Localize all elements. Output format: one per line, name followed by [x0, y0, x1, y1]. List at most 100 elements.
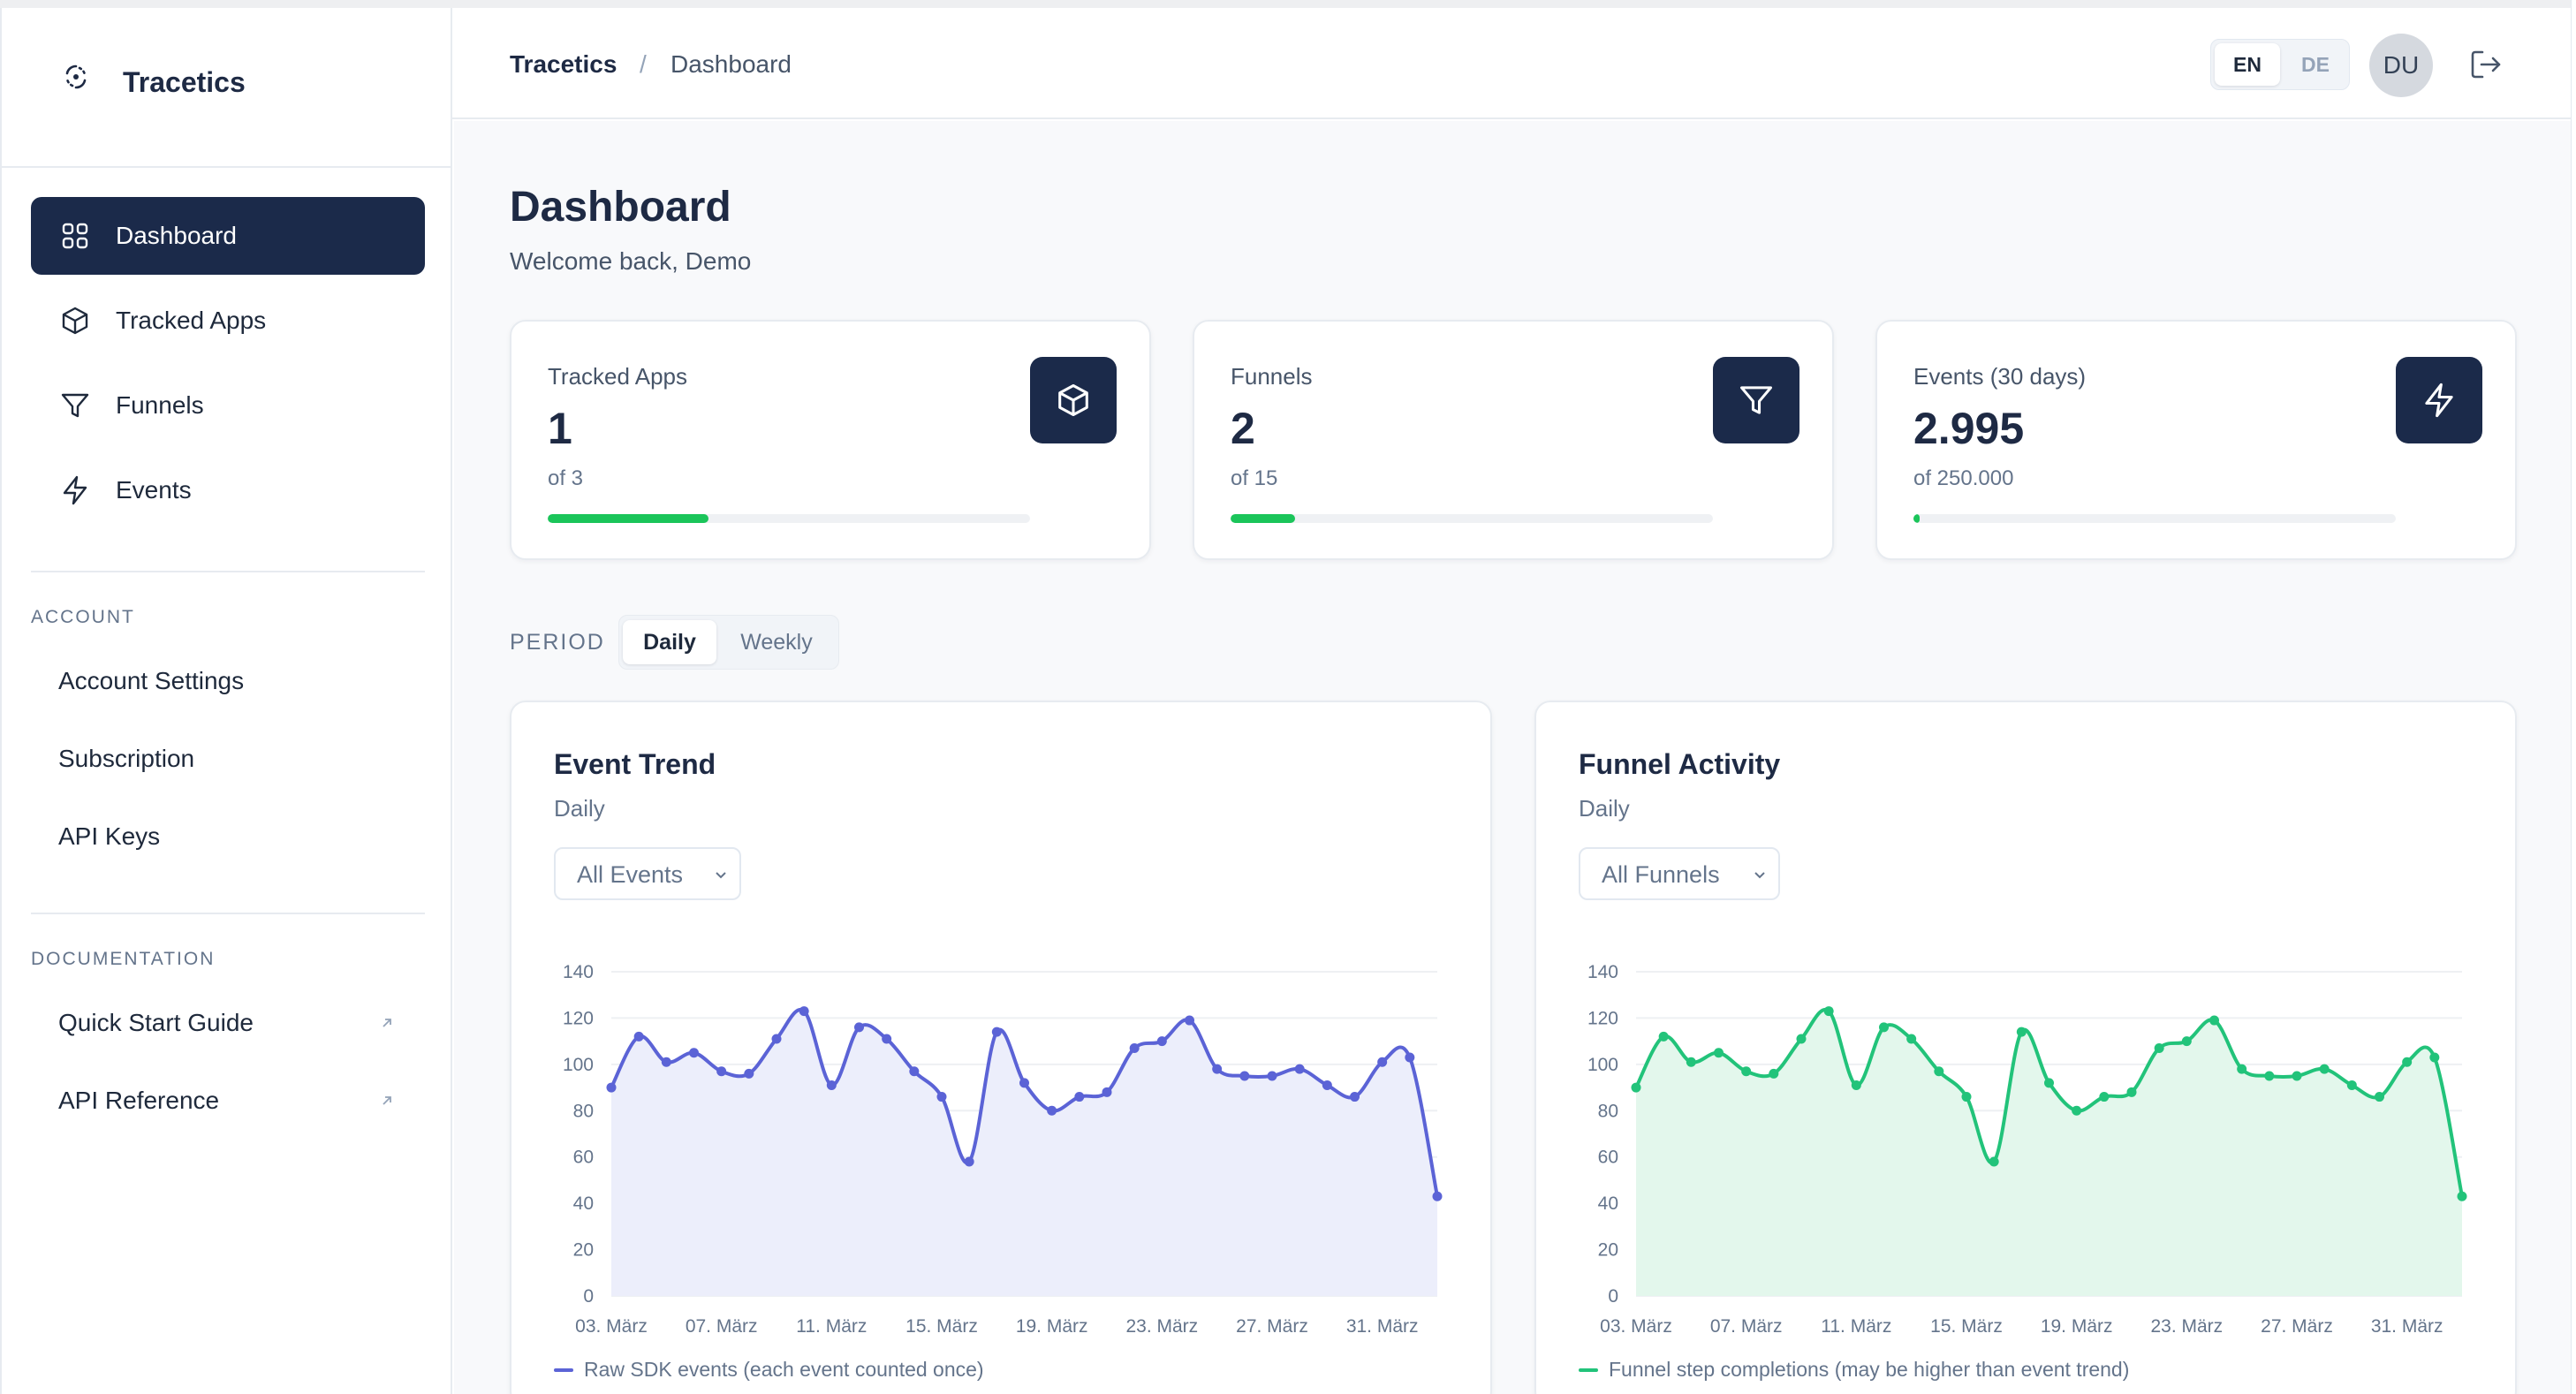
box-icon: [62, 307, 88, 335]
y-tick-label: 60: [573, 1148, 594, 1168]
y-tick-label: 120: [1587, 1008, 1618, 1028]
y-tick-label: 120: [563, 1008, 594, 1028]
select-value: All Funnels: [1602, 861, 1720, 888]
y-tick-label: 40: [573, 1193, 594, 1214]
grid-icon: [62, 223, 88, 249]
sidebar-item-funnels[interactable]: Funnels: [31, 367, 425, 444]
data-point: [991, 1027, 1002, 1037]
sidebar-item-label: Tracked Apps: [116, 307, 267, 334]
y-tick-label: 60: [1598, 1148, 1618, 1168]
data-point: [1631, 1082, 1641, 1093]
data-point: [1851, 1080, 1861, 1090]
x-tick-label: 03. März: [575, 1316, 648, 1337]
period-label: PERIOD: [510, 630, 605, 655]
data-point: [633, 1031, 644, 1042]
data-point: [2375, 1092, 2384, 1102]
sidebar-link-api-keys[interactable]: API Keys: [58, 822, 161, 850]
lang-de-button[interactable]: DE: [2301, 53, 2330, 76]
data-point: [1934, 1066, 1944, 1077]
funnel-filter-select[interactable]: All Funnels: [1579, 847, 1780, 900]
data-point: [1047, 1105, 1057, 1116]
data-point: [1432, 1191, 1443, 1201]
x-tick-label: 31. März: [2371, 1316, 2443, 1337]
x-tick-label: 11. März: [1821, 1316, 1891, 1337]
y-tick-label: 40: [1598, 1193, 1618, 1214]
stat-label: Tracked Apps: [548, 363, 688, 390]
breadcrumb-root[interactable]: Tracetics: [510, 50, 617, 78]
data-point: [1823, 1006, 1834, 1017]
legend-label: Funnel step completions (may be higher t…: [1609, 1358, 2130, 1381]
sidebar-divider: [31, 571, 425, 572]
stat-progress-track: [548, 514, 1030, 523]
stat-value: 2.995: [1913, 404, 2025, 453]
y-tick-label: 140: [1587, 962, 1618, 982]
filter-icon: [1740, 386, 1772, 414]
period-weekly-button[interactable]: Weekly: [740, 630, 813, 655]
data-point: [1350, 1092, 1360, 1102]
x-tick-label: 07. März: [1710, 1316, 1783, 1337]
stat-limit: of 15: [1231, 466, 1278, 490]
period-daily-button[interactable]: Daily: [623, 620, 716, 664]
data-point: [716, 1066, 727, 1077]
stat-card-events: Events (30 days) 2.995 of 250.000: [1875, 320, 2517, 560]
data-point: [2099, 1092, 2110, 1102]
chart-subtitle: Daily: [1579, 795, 1630, 822]
data-point: [689, 1048, 699, 1058]
data-point: [2209, 1015, 2219, 1026]
lang-en-button[interactable]: EN: [2215, 43, 2280, 86]
stat-limit: of 250.000: [1913, 466, 2014, 490]
data-point: [2402, 1057, 2413, 1067]
y-tick-label: 100: [1587, 1055, 1618, 1075]
avatar[interactable]: DU: [2369, 34, 2433, 97]
data-point: [1906, 1034, 1917, 1044]
data-point: [2181, 1036, 2192, 1047]
sidebar-item-dashboard[interactable]: Dashboard: [31, 197, 425, 275]
data-point: [2292, 1071, 2302, 1081]
data-point: [1377, 1057, 1388, 1067]
stat-value: 2: [1231, 404, 1255, 453]
data-point: [771, 1034, 782, 1044]
sidebar-link-account-settings[interactable]: Account Settings: [58, 667, 245, 694]
filter-icon: [61, 393, 89, 418]
logout-icon[interactable]: [2466, 45, 2505, 84]
box-icon: [1058, 384, 1088, 416]
data-point: [2264, 1071, 2275, 1081]
x-tick-label: 27. März: [1236, 1316, 1308, 1337]
sidebar-item-tracked-apps[interactable]: Tracked Apps: [31, 282, 425, 360]
event-filter-select[interactable]: All Events: [554, 847, 741, 900]
top-header: Tracetics / Dashboard EN DE DU: [452, 8, 2571, 119]
x-tick-label: 23. März: [2150, 1316, 2223, 1337]
tracetics-logo-icon: [65, 64, 87, 89]
brand: Tracetics: [2, 8, 452, 168]
sidebar-link-api-reference[interactable]: API Reference: [58, 1087, 220, 1114]
x-tick-label: 27. März: [2261, 1316, 2333, 1337]
stat-icon-box: [1030, 357, 1117, 443]
data-point: [2429, 1052, 2440, 1063]
stat-progress-track: [1913, 514, 2396, 523]
data-point: [2346, 1080, 2357, 1090]
section-title-account: ACCOUNT: [31, 607, 135, 627]
sidebar-link-quick-start[interactable]: Quick Start Guide: [58, 1009, 254, 1036]
sidebar-link-subscription[interactable]: Subscription: [58, 745, 195, 772]
y-tick-label: 0: [1608, 1286, 1618, 1307]
y-tick-label: 20: [1598, 1240, 1618, 1261]
breadcrumb-separator: /: [640, 50, 647, 78]
data-point: [882, 1034, 892, 1044]
data-point: [2016, 1027, 2027, 1037]
data-point: [2237, 1064, 2247, 1074]
data-point: [799, 1006, 809, 1017]
x-tick-label: 31. März: [1346, 1316, 1419, 1337]
sidebar-item-label: Funnels: [116, 391, 204, 419]
data-point: [1658, 1031, 1669, 1042]
sidebar-item-label: Dashboard: [116, 222, 237, 249]
data-point: [1989, 1156, 1999, 1167]
data-point: [936, 1092, 947, 1102]
x-tick-label: 23. März: [1125, 1316, 1198, 1337]
sidebar-item-events[interactable]: Events: [31, 451, 425, 529]
stat-progress-track: [1231, 514, 1713, 523]
data-point: [1405, 1052, 1415, 1063]
external-link-icon: [383, 1019, 391, 1027]
chevron-down-icon: [716, 872, 726, 879]
legend-label: Raw SDK events (each event counted once): [584, 1358, 984, 1381]
data-point: [2457, 1191, 2467, 1201]
